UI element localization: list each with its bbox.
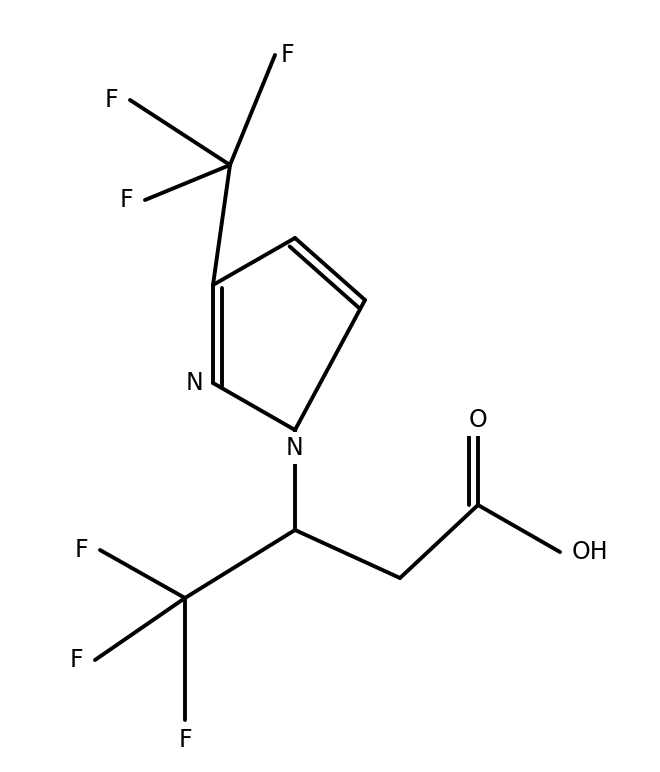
Text: F: F: [119, 188, 133, 212]
Text: F: F: [178, 728, 192, 752]
Text: O: O: [469, 408, 487, 432]
Text: N: N: [286, 436, 304, 460]
Text: OH: OH: [572, 540, 609, 564]
Text: F: F: [75, 538, 88, 562]
Text: F: F: [69, 648, 83, 672]
Text: F: F: [280, 43, 294, 67]
Text: F: F: [104, 88, 118, 112]
Text: N: N: [186, 371, 204, 395]
